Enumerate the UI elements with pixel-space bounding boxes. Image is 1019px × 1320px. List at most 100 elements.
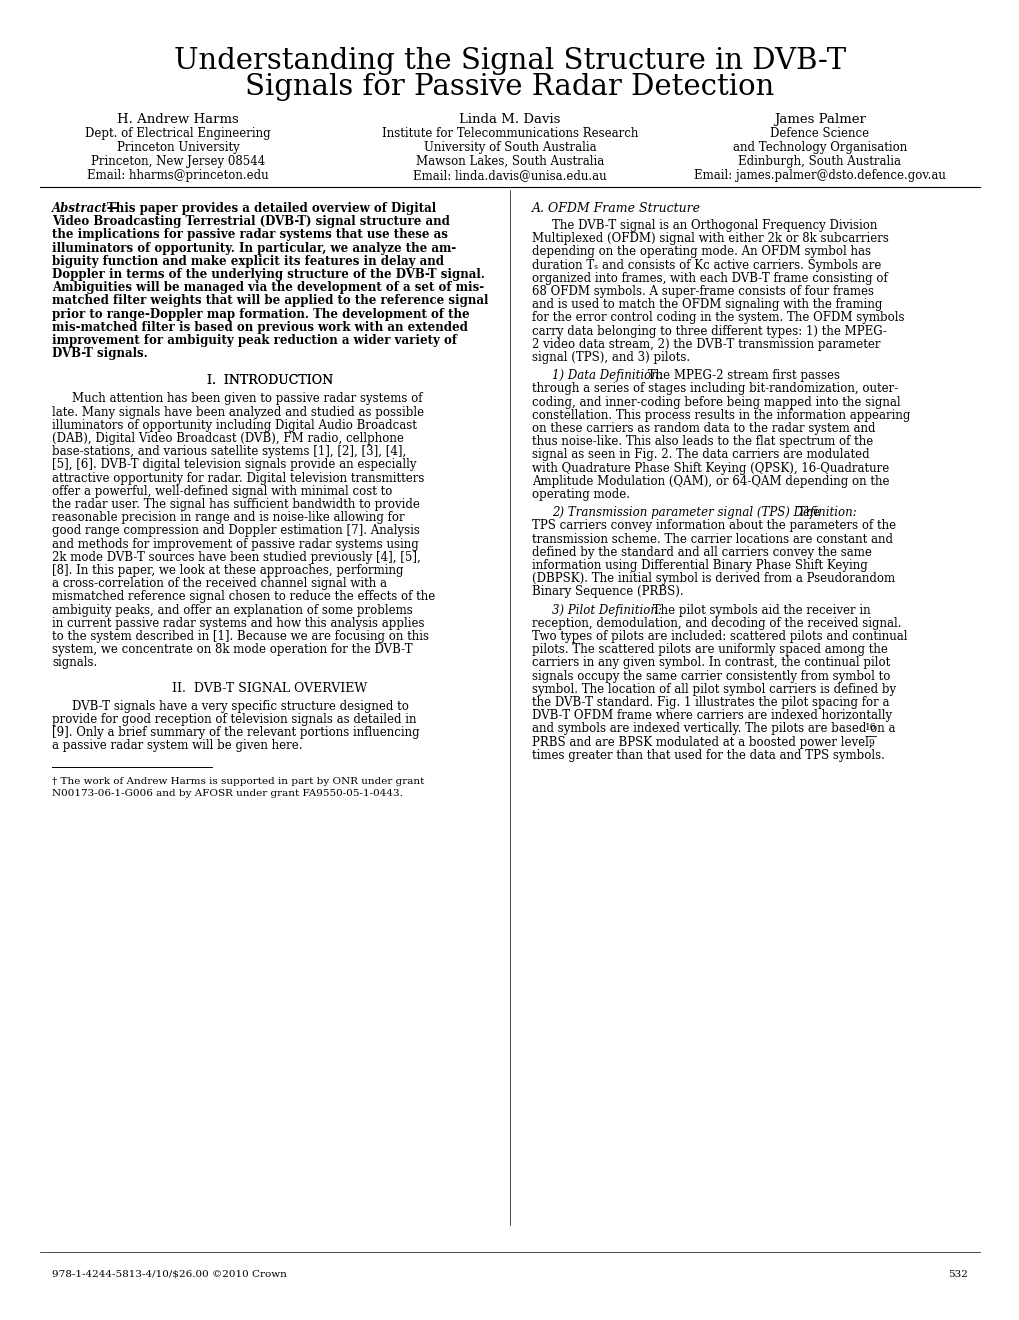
- Text: illuminators of opportunity including Digital Audio Broadcast: illuminators of opportunity including Di…: [52, 418, 417, 432]
- Text: a passive radar system will be given here.: a passive radar system will be given her…: [52, 739, 303, 752]
- Text: improvement for ambiguity peak reduction a wider variety of: improvement for ambiguity peak reduction…: [52, 334, 457, 347]
- Text: carriers in any given symbol. In contrast, the continual pilot: carriers in any given symbol. In contras…: [532, 656, 890, 669]
- Text: operating mode.: operating mode.: [532, 488, 630, 502]
- Text: The: The: [794, 506, 820, 519]
- Text: Princeton, New Jersey 08544: Princeton, New Jersey 08544: [91, 154, 265, 168]
- Text: DVB-T signals.: DVB-T signals.: [52, 347, 148, 360]
- Text: reasonable precision in range and is noise-like allowing for: reasonable precision in range and is noi…: [52, 511, 405, 524]
- Text: Video Broadcasting Terrestrial (DVB-T) signal structure and: Video Broadcasting Terrestrial (DVB-T) s…: [52, 215, 449, 228]
- Text: defined by the standard and all carriers convey the same: defined by the standard and all carriers…: [532, 545, 871, 558]
- Text: Signals for Passive Radar Detection: Signals for Passive Radar Detection: [246, 73, 773, 102]
- Text: I.  INTRODUCTION: I. INTRODUCTION: [207, 375, 333, 387]
- Text: [5], [6]. DVB-T digital television signals provide an especially: [5], [6]. DVB-T digital television signa…: [52, 458, 416, 471]
- Text: for the error control coding in the system. The OFDM symbols: for the error control coding in the syst…: [532, 312, 904, 325]
- Text: Email: linda.davis@unisa.edu.au: Email: linda.davis@unisa.edu.au: [413, 169, 606, 182]
- Text: carry data belonging to three different types: 1) the MPEG-: carry data belonging to three different …: [532, 325, 886, 338]
- Text: duration Tₛ and consists of Kᴄ active carriers. Symbols are: duration Tₛ and consists of Kᴄ active ca…: [532, 259, 880, 272]
- Text: 3) Pilot Definition:: 3) Pilot Definition:: [551, 603, 661, 616]
- Text: ambiguity peaks, and offer an explanation of some problems: ambiguity peaks, and offer an explanatio…: [52, 603, 413, 616]
- Text: II.  DVB-T SIGNAL OVERVIEW: II. DVB-T SIGNAL OVERVIEW: [172, 681, 367, 694]
- Text: PRBS and are BPSK modulated at a boosted power level,: PRBS and are BPSK modulated at a boosted…: [532, 735, 872, 748]
- Text: through a series of stages including bit-randomization, outer-: through a series of stages including bit…: [532, 383, 898, 396]
- Text: transmission scheme. The carrier locations are constant and: transmission scheme. The carrier locatio…: [532, 532, 892, 545]
- Text: 16: 16: [864, 723, 876, 733]
- Text: University of South Australia: University of South Australia: [423, 141, 596, 154]
- Text: to the system described in [1]. Because we are focusing on this: to the system described in [1]. Because …: [52, 630, 429, 643]
- Text: depending on the operating mode. An OFDM symbol has: depending on the operating mode. An OFDM…: [532, 246, 870, 259]
- Text: DVB-T signals have a very specific structure designed to: DVB-T signals have a very specific struc…: [72, 700, 409, 713]
- Text: Abstract—: Abstract—: [52, 202, 119, 215]
- Text: Email: hharms@princeton.edu: Email: hharms@princeton.edu: [87, 169, 269, 182]
- Text: H. Andrew Harms: H. Andrew Harms: [117, 114, 238, 125]
- Text: system, we concentrate on 8k mode operation for the DVB-T: system, we concentrate on 8k mode operat…: [52, 643, 413, 656]
- Text: Multiplexed (OFDM) signal with either 2k or 8k subcarriers: Multiplexed (OFDM) signal with either 2k…: [532, 232, 888, 246]
- Text: Understanding the Signal Structure in DVB-T: Understanding the Signal Structure in DV…: [174, 48, 845, 75]
- Text: (DBPSK). The initial symbol is derived from a Pseudorandom: (DBPSK). The initial symbol is derived f…: [532, 572, 895, 585]
- Text: 1) Data Definition:: 1) Data Definition:: [551, 370, 662, 383]
- Text: good range compression and Doppler estimation [7]. Analysis: good range compression and Doppler estim…: [52, 524, 420, 537]
- Text: Amplitude Modulation (QAM), or 64-QAM depending on the: Amplitude Modulation (QAM), or 64-QAM de…: [532, 475, 889, 488]
- Text: signal (TPS), and 3) pilots.: signal (TPS), and 3) pilots.: [532, 351, 690, 364]
- Text: signals occupy the same carrier consistently from symbol to: signals occupy the same carrier consiste…: [532, 669, 890, 682]
- Text: the radar user. The signal has sufficient bandwidth to provide: the radar user. The signal has sufficien…: [52, 498, 420, 511]
- Text: in current passive radar systems and how this analysis applies: in current passive radar systems and how…: [52, 616, 424, 630]
- Text: and Technology Organisation: and Technology Organisation: [733, 141, 906, 154]
- Text: pilots. The scattered pilots are uniformly spaced among the: pilots. The scattered pilots are uniform…: [532, 643, 887, 656]
- Text: 68 OFDM symbols. A super-frame consists of four frames: 68 OFDM symbols. A super-frame consists …: [532, 285, 873, 298]
- Text: Ambiguities will be managed via the development of a set of mis-: Ambiguities will be managed via the deve…: [52, 281, 484, 294]
- Text: Mawson Lakes, South Australia: Mawson Lakes, South Australia: [416, 154, 603, 168]
- Text: The pilot symbols aid the receiver in: The pilot symbols aid the receiver in: [648, 603, 870, 616]
- Text: constellation. This process results in the information appearing: constellation. This process results in t…: [532, 409, 910, 422]
- Text: Princeton University: Princeton University: [116, 141, 239, 154]
- Text: Institute for Telecommunications Research: Institute for Telecommunications Researc…: [381, 127, 638, 140]
- Text: (DAB), Digital Video Broadcast (DVB), FM radio, cellphone: (DAB), Digital Video Broadcast (DVB), FM…: [52, 432, 404, 445]
- Text: TPS carriers convey information about the parameters of the: TPS carriers convey information about th…: [532, 519, 896, 532]
- Text: base-stations, and various satellite systems [1], [2], [3], [4],: base-stations, and various satellite sys…: [52, 445, 406, 458]
- Text: reception, demodulation, and decoding of the received signal.: reception, demodulation, and decoding of…: [532, 616, 901, 630]
- Text: provide for good reception of television signals as detailed in: provide for good reception of television…: [52, 713, 416, 726]
- Text: 2k mode DVB-T sources have been studied previously [4], [5],: 2k mode DVB-T sources have been studied …: [52, 550, 421, 564]
- Text: on these carriers as random data to the radar system and: on these carriers as random data to the …: [532, 422, 874, 436]
- Text: prior to range-Doppler map formation. The development of the: prior to range-Doppler map formation. Th…: [52, 308, 469, 321]
- Text: 2 video data stream, 2) the DVB-T transmission parameter: 2 video data stream, 2) the DVB-T transm…: [532, 338, 879, 351]
- Text: the implications for passive radar systems that use these as: the implications for passive radar syste…: [52, 228, 447, 242]
- Text: mis-matched filter is based on previous work with an extended: mis-matched filter is based on previous …: [52, 321, 468, 334]
- Text: † The work of Andrew Harms is supported in part by ONR under grant: † The work of Andrew Harms is supported …: [52, 777, 424, 787]
- Text: and symbols are indexed vertically. The pilots are based on a: and symbols are indexed vertically. The …: [532, 722, 895, 735]
- Text: I.  INTRODUCTION: I. INTRODUCTION: [207, 375, 333, 387]
- Text: and is used to match the OFDM signaling with the framing: and is used to match the OFDM signaling …: [532, 298, 881, 312]
- Text: The DVB-T signal is an Orthogonal Frequency Division: The DVB-T signal is an Orthogonal Freque…: [551, 219, 876, 232]
- Text: signals.: signals.: [52, 656, 97, 669]
- Text: Email: james.palmer@dsto.defence.gov.au: Email: james.palmer@dsto.defence.gov.au: [693, 169, 945, 182]
- Text: 978-1-4244-5813-4/10/$26.00 ©2010 Crown: 978-1-4244-5813-4/10/$26.00 ©2010 Crown: [52, 1270, 286, 1279]
- Text: DVB-T OFDM frame where carriers are indexed horizontally: DVB-T OFDM frame where carriers are inde…: [532, 709, 892, 722]
- Text: a cross-correlation of the received channel signal with a: a cross-correlation of the received chan…: [52, 577, 386, 590]
- Text: James Palmer: James Palmer: [773, 114, 865, 125]
- Text: mismatched reference signal chosen to reduce the effects of the: mismatched reference signal chosen to re…: [52, 590, 435, 603]
- Text: 2) Transmission parameter signal (TPS) Definition:: 2) Transmission parameter signal (TPS) D…: [551, 506, 856, 519]
- Text: offer a powerful, well-defined signal with minimal cost to: offer a powerful, well-defined signal wi…: [52, 484, 392, 498]
- Text: Linda M. Davis: Linda M. Davis: [459, 114, 560, 125]
- Text: The MPEG-2 stream first passes: The MPEG-2 stream first passes: [644, 370, 840, 383]
- Text: information using Differential Binary Phase Shift Keying: information using Differential Binary Ph…: [532, 558, 867, 572]
- Text: signal as seen in Fig. 2. The data carriers are modulated: signal as seen in Fig. 2. The data carri…: [532, 449, 869, 462]
- Text: Defence Science: Defence Science: [769, 127, 869, 140]
- Text: with Quadrature Phase Shift Keying (QPSK), 16-Quadrature: with Quadrature Phase Shift Keying (QPSK…: [532, 462, 889, 475]
- Text: matched filter weights that will be applied to the reference signal: matched filter weights that will be appl…: [52, 294, 488, 308]
- Text: N00173-06-1-G006 and by AFOSR under grant FA9550-05-1-0443.: N00173-06-1-G006 and by AFOSR under gran…: [52, 789, 403, 799]
- Text: attractive opportunity for radar. Digital television transmitters: attractive opportunity for radar. Digita…: [52, 471, 424, 484]
- Text: Doppler in terms of the underlying structure of the DVB-T signal.: Doppler in terms of the underlying struc…: [52, 268, 484, 281]
- Text: biguity function and make explicit its features in delay and: biguity function and make explicit its f…: [52, 255, 443, 268]
- Text: Much attention has been given to passive radar systems of: Much attention has been given to passive…: [72, 392, 422, 405]
- Text: the DVB-T standard. Fig. 1 illustrates the pilot spacing for a: the DVB-T standard. Fig. 1 illustrates t…: [532, 696, 889, 709]
- Text: and methods for improvement of passive radar systems using: and methods for improvement of passive r…: [52, 537, 419, 550]
- Text: organized into frames, with each DVB-T frame consisting of: organized into frames, with each DVB-T f…: [532, 272, 887, 285]
- Text: illuminators of opportunity. In particular, we analyze the am-: illuminators of opportunity. In particul…: [52, 242, 455, 255]
- Text: 9: 9: [867, 739, 873, 748]
- Text: late. Many signals have been analyzed and studied as possible: late. Many signals have been analyzed an…: [52, 405, 424, 418]
- Text: 532: 532: [948, 1270, 967, 1279]
- Text: times greater than that used for the data and TPS symbols.: times greater than that used for the dat…: [532, 748, 884, 762]
- Text: Two types of pilots are included: scattered pilots and continual: Two types of pilots are included: scatte…: [532, 630, 907, 643]
- Text: thus noise-like. This also leads to the flat spectrum of the: thus noise-like. This also leads to the …: [532, 436, 872, 449]
- Text: A. OFDM Frame Structure: A. OFDM Frame Structure: [532, 202, 700, 215]
